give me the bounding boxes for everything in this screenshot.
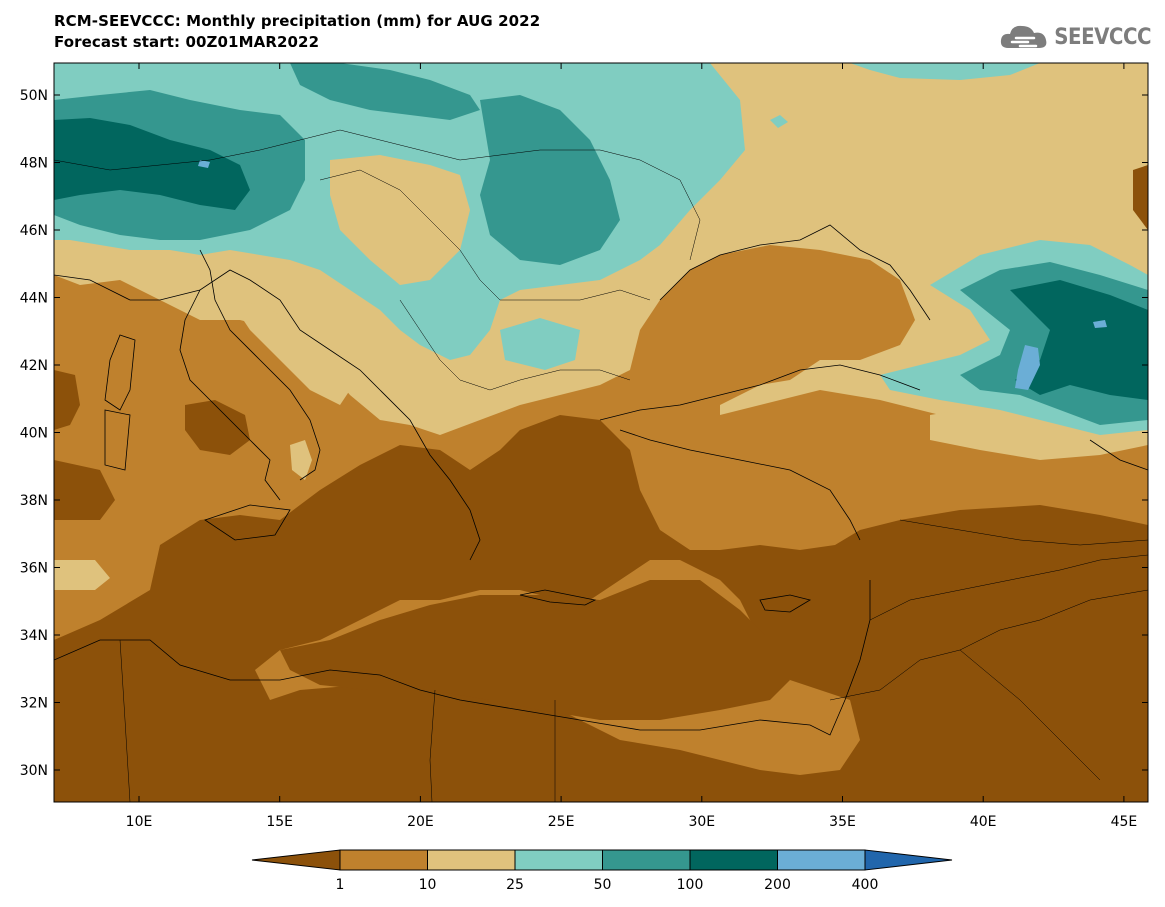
lat-label: 30N [20,763,48,779]
border-line [959,649,1101,781]
colorbar-segment [602,849,691,871]
colorbar-segment [689,849,778,871]
latitude-axis: 50N 48N 46N 44N 42N 40N 38N 36N 34N 32N 30N [20,88,1148,779]
colorbar-label: 50 [594,877,612,893]
shade-10-25 [290,440,312,480]
coastlines [54,224,1148,736]
lat-label: 38N [20,493,48,509]
colorbar: 1 10 25 50 100 200 400 [251,849,953,893]
precipitation-field [54,63,1148,802]
shade-lt1 [54,460,115,520]
black-sea-north [659,224,931,321]
colorbar-label: 200 [764,877,791,893]
italy-west-coast [179,289,281,501]
lat-label: 48N [20,156,48,172]
lat-label: 36N [20,561,48,577]
shade-100-200 [54,118,250,210]
colorbar-label: 100 [677,877,704,893]
cloud-icon [1001,25,1047,48]
shade-25-50 [770,115,788,128]
sicily [204,504,291,541]
lon-label: 20E [407,814,434,830]
adriatic-coast [54,269,481,561]
colorbar-label: 400 [852,877,879,893]
shade-10-25 [330,155,470,285]
forecast-start-label: Forecast start: 00Z01MAR2022 [54,33,320,51]
shade-25-50 [850,63,1040,80]
border-line [869,554,1148,621]
lon-label: 15E [266,814,293,830]
shade-lt1 [54,370,80,430]
border-line [399,299,631,391]
longitude-axis: 10E 15E 20E 25E 30E 35E 40E 45E [126,63,1138,830]
lat-label: 34N [20,628,48,644]
north-africa-coast [54,580,871,736]
colorbar-gt400 [864,849,953,871]
colorbar-label: 25 [506,877,524,893]
corsica-sardinia [104,334,136,411]
caspian-border [1089,439,1148,471]
black-sea-south [599,364,921,421]
colorbar-segment [427,849,516,871]
seevccc-logo: SEEVCCC [998,20,1151,54]
colorbar-label: 1 [336,877,345,893]
shade-10-25 [230,300,350,405]
lat-label: 46N [20,223,48,239]
lon-label: 10E [126,814,153,830]
colorbar-lt1 [251,849,341,871]
shade-50-100 [290,63,480,120]
shade-lt1 [185,400,250,455]
italy-coast [199,249,321,481]
shade-200-400 [1093,320,1107,328]
lon-label: 40E [970,814,997,830]
lat-label: 42N [20,358,48,374]
shade-200-400 [198,160,210,168]
shade-100-200 [1010,280,1148,400]
lon-label: 25E [548,814,575,830]
border-line [119,639,131,802]
lat-label: 50N [20,88,48,104]
cyprus [759,594,812,613]
sardinia [104,409,131,471]
country-borders [54,129,1148,802]
lat-label: 32N [20,696,48,712]
shade-50-100 [480,95,620,265]
crete [519,589,597,606]
lon-label: 45E [1111,814,1138,830]
border-line [899,519,1148,546]
shade-10-25 [54,560,110,590]
colorbar-segment [339,849,428,871]
colorbar-segment [514,849,603,871]
lon-label: 35E [829,814,856,830]
colorbar-label: 10 [419,877,437,893]
lon-label: 30E [688,814,715,830]
logo-text: SEEVCCC [1054,24,1151,50]
shade-lt1 [1133,165,1148,230]
shade-200-400 [1015,345,1040,390]
lat-label: 44N [20,291,48,307]
map-title: RCM-SEEVCCC: Monthly precipitation (mm) … [54,12,541,30]
border-line [829,589,1148,701]
border-line [429,689,436,802]
border-line [54,129,701,261]
colorbar-segment [777,849,866,871]
border-line [319,169,651,301]
turkey-coast [619,429,861,541]
shade-25-50 [500,318,580,370]
lat-label: 40N [20,426,48,442]
